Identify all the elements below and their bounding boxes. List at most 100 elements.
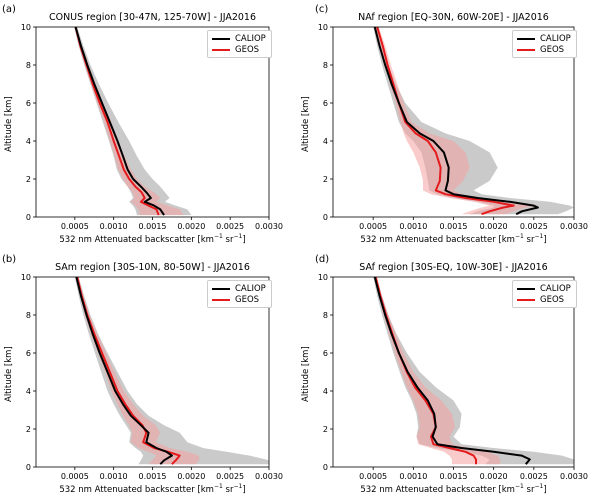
- legend-swatch: [517, 37, 535, 40]
- legend-entry-geos: GEOS: [212, 44, 266, 55]
- x-tick-label: 0.0025: [520, 472, 548, 481]
- x-tick-label: 0.0015: [139, 222, 167, 231]
- x-axis-label-part: −1: [534, 483, 544, 490]
- legend-entry-caliop: CALIOP: [517, 33, 571, 44]
- y-tick-label: 4: [323, 387, 328, 396]
- chart-title: SAm region [30S-10N, 80-50W] - JJA2016: [55, 262, 250, 273]
- legend: CALIOP GEOS: [207, 280, 272, 308]
- legend-label: CALIOP: [540, 283, 571, 294]
- x-axis-label: 532 nm Attenuated backscatter [km−1 sr−1…: [36, 233, 269, 245]
- x-tick-label: 0.0020: [177, 472, 205, 481]
- x-tick-label: 0.0010: [100, 472, 128, 481]
- x-tick-label: 0.0015: [440, 222, 468, 231]
- x-axis-label-part: −1: [233, 233, 243, 240]
- legend-swatch: [517, 48, 535, 51]
- series-line-caliop: [74, 26, 165, 216]
- series-line-caliop: [373, 276, 531, 465]
- y-axis-label: Altitude [km]: [4, 96, 14, 152]
- series-line-caliop: [75, 276, 173, 465]
- legend-entry-caliop: CALIOP: [517, 283, 571, 294]
- x-axis-label: 532 nm Attenuated backscatter [km−1 sr−1…: [333, 483, 574, 495]
- legend-entry-caliop: CALIOP: [212, 33, 266, 44]
- legend-swatch: [517, 298, 535, 301]
- x-axis-label-part: ]: [242, 484, 246, 495]
- chart-svg: 0.0005 0.0010 0.0015 0.0020 0.0025 0.0030 0 2 4 6…: [21, 23, 283, 231]
- y-tick-label: 8: [323, 311, 328, 320]
- series-line-geos: [76, 276, 181, 465]
- x-axis-label-part: ]: [543, 484, 547, 495]
- legend-swatch: [212, 37, 230, 40]
- x-axis-label-part: 532 nm Attenuated backscatter [km: [360, 234, 515, 245]
- y-axis-label: Altitude [km]: [301, 96, 311, 152]
- y-tick-label: 10: [318, 23, 328, 32]
- x-tick-label: 0.0015: [139, 472, 167, 481]
- legend-entry-geos: GEOS: [212, 294, 266, 305]
- x-tick-label: 0.0010: [399, 472, 427, 481]
- y-tick-label: 2: [26, 175, 31, 184]
- x-tick-label: 0.0025: [216, 472, 244, 481]
- panel-label: (a): [2, 4, 16, 15]
- y-tick-label: 10: [318, 273, 328, 282]
- band-geos: [374, 277, 501, 465]
- x-tick-label: 0.0020: [480, 222, 508, 231]
- y-tick-label: 0: [26, 213, 31, 222]
- x-tick-label: 0.0030: [255, 222, 283, 231]
- x-axis-label-part: −1: [213, 483, 223, 490]
- x-tick-label: 0.0015: [440, 472, 468, 481]
- panel-0: 0.0005 0.0010 0.0015 0.0020 0.0025 0.0030 0 2 4 6…: [0, 0, 297, 250]
- legend-label: GEOS: [540, 44, 565, 55]
- legend-swatch: [517, 287, 535, 290]
- y-tick-label: 2: [323, 425, 328, 434]
- chart-svg: 0.0005 0.0010 0.0015 0.0020 0.0025 0.0030 0 2 4 6…: [318, 273, 588, 481]
- y-tick-label: 8: [26, 61, 31, 70]
- x-axis-label-part: −1: [534, 233, 544, 240]
- legend-swatch: [212, 48, 230, 51]
- legend: CALIOP GEOS: [207, 30, 272, 58]
- legend-swatch: [212, 287, 230, 290]
- series-line-caliop: [373, 26, 539, 216]
- y-tick-label: 0: [26, 463, 31, 472]
- panel-2: 0.0005 0.0010 0.0015 0.0020 0.0025 0.0030 0 2 4 6…: [0, 250, 297, 500]
- y-tick-label: 6: [323, 99, 328, 108]
- x-axis-label-part: 532 nm Attenuated backscatter [km: [59, 484, 214, 495]
- x-tick-label: 0.0030: [560, 222, 588, 231]
- legend-entry-geos: GEOS: [517, 44, 571, 55]
- y-tick-label: 10: [21, 23, 31, 32]
- legend-label: GEOS: [540, 294, 565, 305]
- y-tick-label: 4: [26, 137, 31, 146]
- legend-entry-caliop: CALIOP: [212, 283, 266, 294]
- legend: CALIOP GEOS: [512, 280, 577, 308]
- band-caliop: [74, 277, 269, 465]
- x-tick-label: 0.0020: [480, 472, 508, 481]
- x-axis-label-part: sr: [523, 484, 535, 495]
- panel-label: (b): [2, 254, 17, 265]
- y-tick-label: 8: [26, 311, 31, 320]
- panel-3: 0.0005 0.0010 0.0015 0.0020 0.0025 0.0030 0 2 4 6…: [297, 250, 594, 500]
- x-tick-label: 0.0005: [359, 222, 387, 231]
- y-tick-label: 6: [26, 99, 31, 108]
- legend-entry-geos: GEOS: [517, 294, 571, 305]
- x-axis-label-part: −1: [213, 233, 223, 240]
- y-axis-label: Altitude [km]: [301, 346, 311, 402]
- y-tick-label: 6: [26, 349, 31, 358]
- legend-swatch: [212, 298, 230, 301]
- x-axis-label-part: ]: [242, 234, 246, 245]
- x-axis-label: 532 nm Attenuated backscatter [km−1 sr−1…: [36, 483, 269, 495]
- chart-svg: 0.0005 0.0010 0.0015 0.0020 0.0025 0.0030 0 2 4 6…: [21, 273, 283, 481]
- x-tick-label: 0.0020: [177, 222, 205, 231]
- x-axis-label-part: sr: [222, 484, 234, 495]
- x-tick-label: 0.0025: [520, 222, 548, 231]
- chart-title: NAf region [EQ-30N, 60W-20E] - JJA2016: [358, 12, 549, 23]
- legend-label: CALIOP: [540, 33, 571, 44]
- band-geos: [74, 27, 184, 216]
- y-tick-label: 6: [323, 349, 328, 358]
- band-geos: [75, 277, 200, 465]
- series-line-geos: [74, 26, 160, 216]
- chart-title: CONUS region [30-47N, 125-70W] - JJA2016: [48, 12, 257, 23]
- y-tick-label: 4: [323, 137, 328, 146]
- band-caliop: [373, 27, 574, 215]
- x-axis-label-part: −1: [514, 233, 524, 240]
- series-line-geos: [376, 26, 515, 216]
- x-axis-label: 532 nm Attenuated backscatter [km−1 sr−1…: [333, 233, 574, 245]
- y-tick-label: 2: [26, 425, 31, 434]
